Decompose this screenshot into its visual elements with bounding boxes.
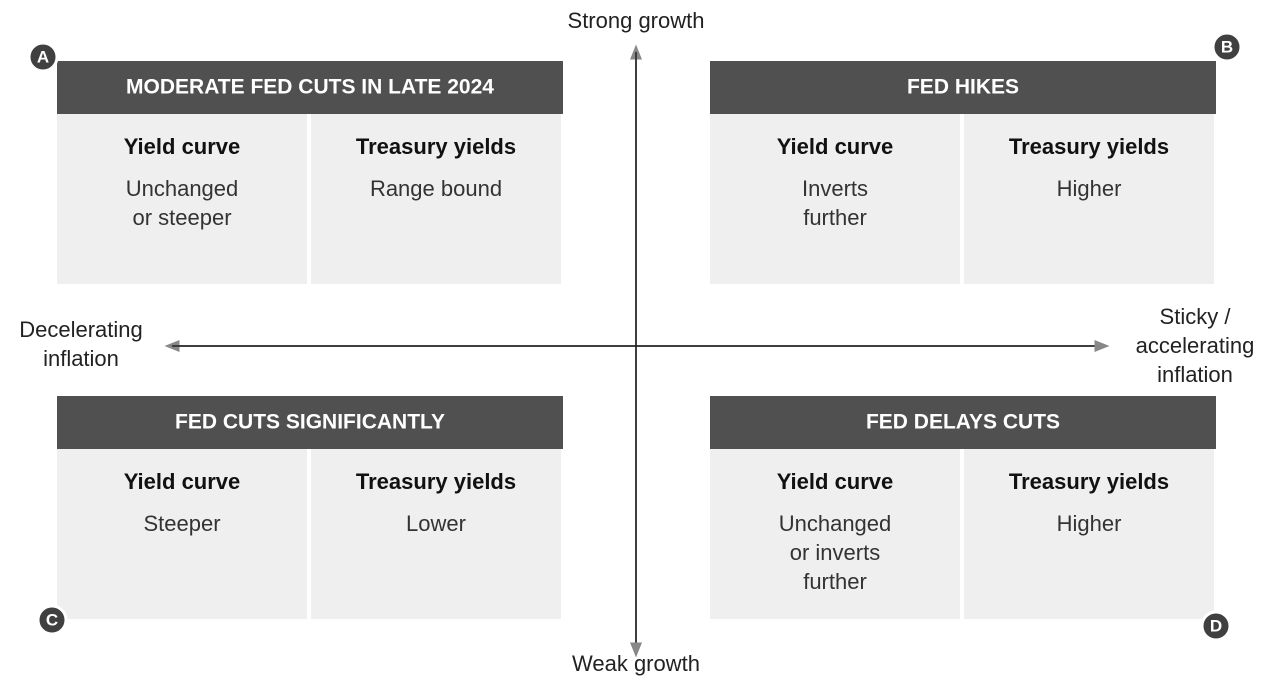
column-text: Steeper [143,511,220,536]
letter-badge [1200,610,1232,642]
quadrant-header [57,61,563,114]
letter: B [1221,37,1233,56]
letter-badge [1211,31,1243,63]
column-text: further [803,205,867,230]
quadrant-header [710,396,1216,449]
quadrant-cell [57,114,307,284]
column-text: Inverts [802,176,868,201]
quadrant-header [710,61,1216,114]
column-text: Range bound [370,176,502,201]
quadrant-cell [710,114,960,284]
quadrant-cell [311,114,561,284]
axis-label-bottom: Weak growth [572,651,700,676]
column-heading: Yield curve [777,134,894,159]
quadrant-cell [964,114,1214,284]
quadrant-cell [964,449,1214,619]
column-heading: Yield curve [124,469,241,494]
axis-label-top: Strong growth [568,8,705,33]
column-heading: Yield curve [124,134,241,159]
column-heading: Treasury yields [1009,469,1169,494]
axis-label-right: Sticky / [1160,304,1232,329]
letter-badge [36,604,68,636]
quadrant-cell [311,449,561,619]
quadrant-title: FED CUTS SIGNIFICANTLY [175,411,445,434]
letter: D [1210,616,1222,635]
column-heading: Treasury yields [356,469,516,494]
column-text: Lower [406,511,466,536]
column-text: or inverts [790,540,880,565]
letter-badge [27,41,59,73]
axis-label-left: Decelerating [19,317,143,342]
quadrant-cell [57,449,307,619]
axis-label-right: accelerating [1136,333,1255,358]
column-heading: Treasury yields [356,134,516,159]
column-heading: Treasury yields [1009,134,1169,159]
axis-label-right: inflation [1157,362,1233,387]
column-text: or steeper [132,205,231,230]
column-text: Higher [1057,511,1122,536]
quadrant-title: FED DELAYS CUTS [866,411,1060,434]
quadrant-header [57,396,563,449]
letter: C [46,610,58,629]
quadrant-title: FED HIKES [907,76,1019,99]
column-text: Higher [1057,176,1122,201]
column-text: further [803,569,867,594]
letter: A [37,47,49,66]
column-text: Unchanged [779,511,892,536]
column-heading: Yield curve [777,469,894,494]
column-text: Unchanged [126,176,239,201]
axis-label-left: inflation [43,346,119,371]
quadrant-cell [710,449,960,619]
quadrant-title: MODERATE FED CUTS IN LATE 2024 [126,76,494,99]
